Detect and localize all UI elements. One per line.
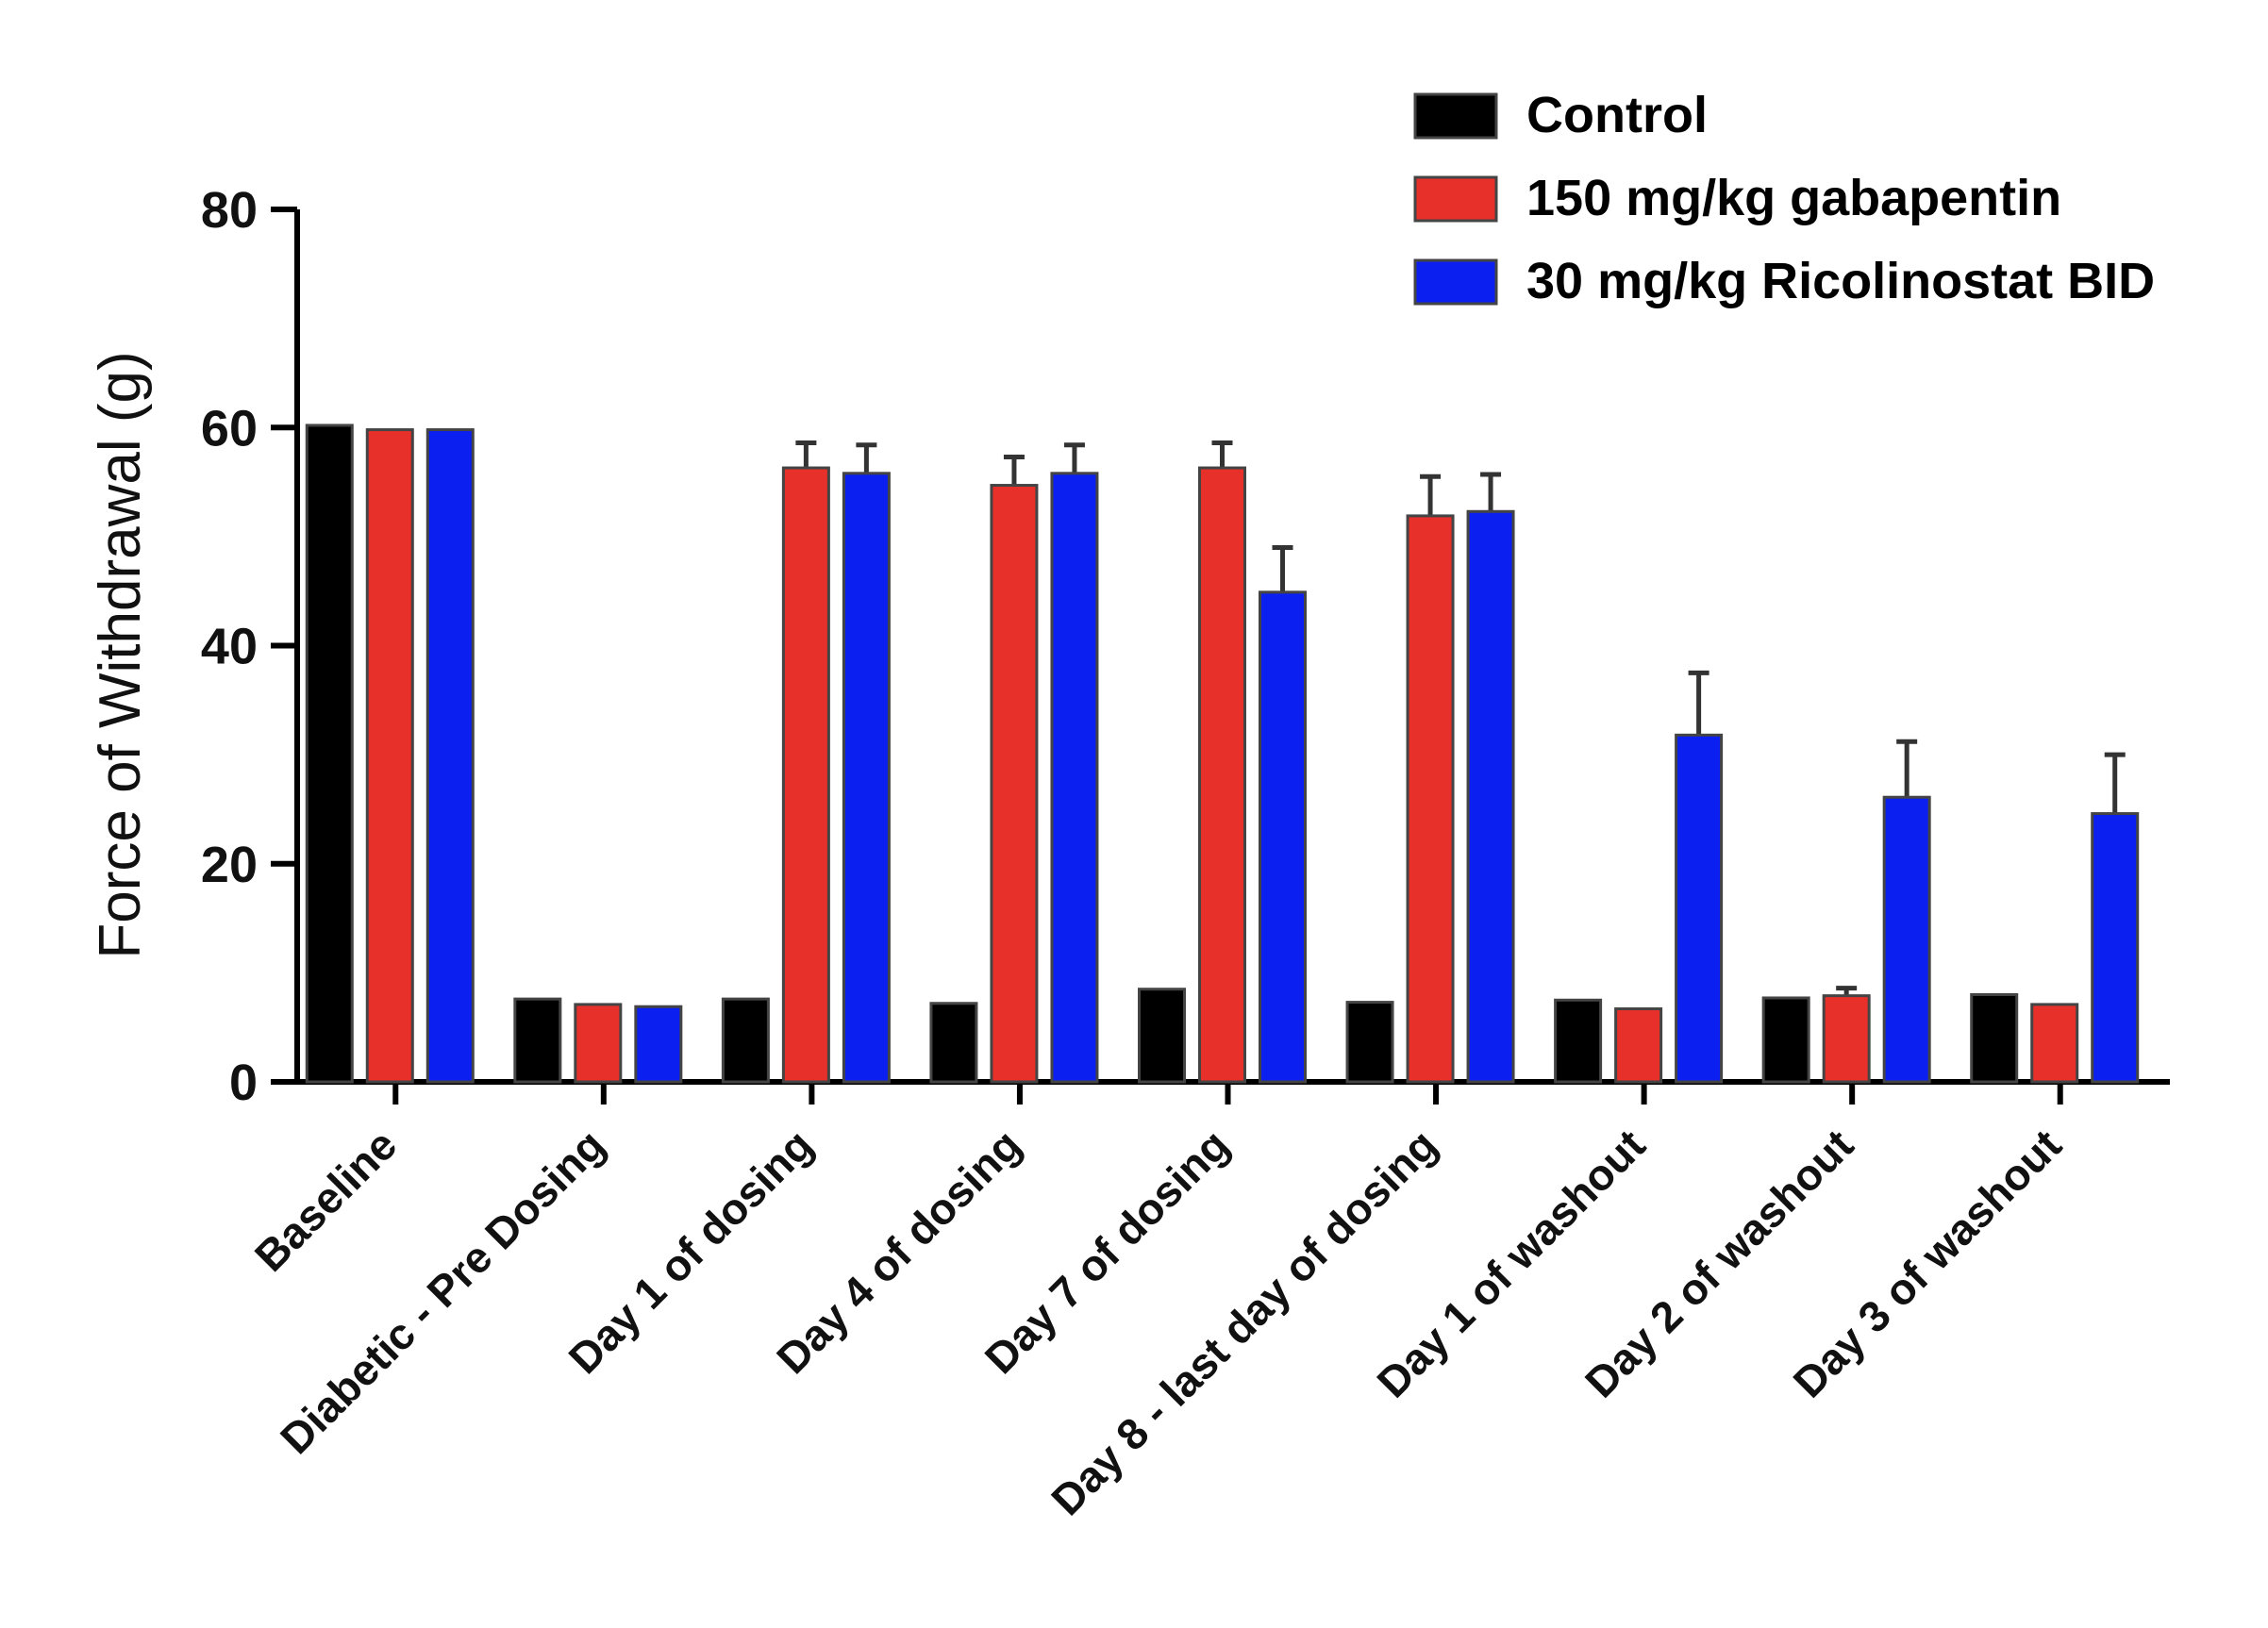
bar <box>990 484 1039 1084</box>
bar <box>1554 998 1603 1084</box>
bar <box>1614 1007 1663 1084</box>
legend-swatch <box>1413 92 1498 140</box>
bar <box>1138 988 1186 1084</box>
y-tick-label: 60 <box>201 400 258 457</box>
x-tick-label: Day 8 - last day of dosing <box>1042 1120 1446 1524</box>
bar <box>1675 733 1724 1084</box>
y-tick-label: 80 <box>201 182 258 239</box>
legend-swatch <box>1413 175 1498 223</box>
bar <box>365 428 414 1084</box>
bar <box>2030 1003 2079 1084</box>
y-axis: 0 20 40 60 80 <box>201 182 300 1111</box>
bar <box>1466 509 1515 1084</box>
bar <box>425 428 475 1084</box>
bar <box>929 1002 978 1084</box>
y-tick-label: 40 <box>201 619 258 675</box>
legend-swatch <box>1413 258 1498 306</box>
bar <box>513 997 562 1084</box>
bar <box>842 472 891 1084</box>
bar <box>1761 996 1810 1084</box>
y-axis-label: Force of Withdrawal (g) <box>88 351 153 958</box>
y-tick-label: 0 <box>229 1055 258 1111</box>
x-tick-label: Baseline <box>245 1120 407 1281</box>
bar <box>1822 994 1871 1084</box>
bar <box>781 466 830 1084</box>
legend-entry: 150 mg/kg gabapentin <box>1526 170 2061 226</box>
bar <box>305 424 354 1084</box>
bar <box>574 1003 623 1084</box>
y-tick-label: 20 <box>201 837 258 893</box>
legend-entry: 30 mg/kg Ricolinostat BID <box>1526 253 2155 309</box>
bar <box>1050 472 1099 1084</box>
legend-entry: Control <box>1526 87 1708 143</box>
bar <box>1259 590 1307 1084</box>
bar <box>721 997 770 1084</box>
bar <box>634 1005 683 1084</box>
bar <box>1198 466 1246 1084</box>
bar <box>2091 812 2140 1084</box>
bar <box>1406 514 1455 1084</box>
bars <box>305 424 2140 1084</box>
bar <box>1882 795 1931 1084</box>
bar <box>1345 1001 1394 1084</box>
bar <box>1970 993 2019 1084</box>
legend: Control 150 mg/kg gabapentin 30 mg/kg Rico… <box>1413 87 2155 309</box>
